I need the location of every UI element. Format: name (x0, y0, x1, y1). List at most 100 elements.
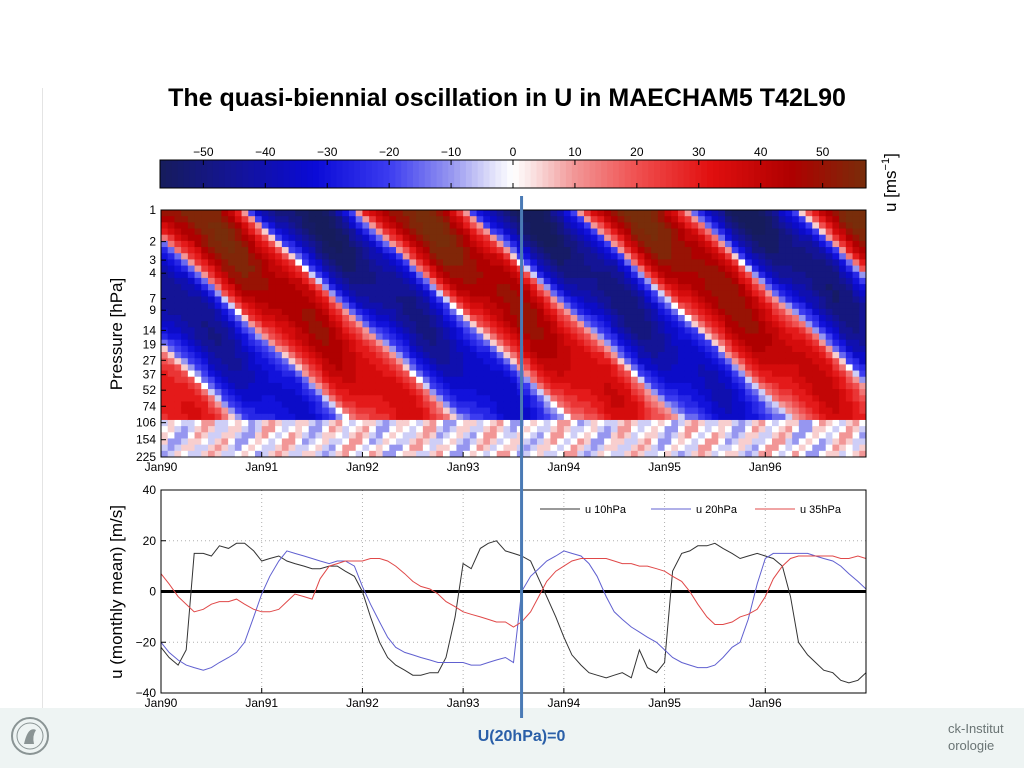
heatmap-cell (698, 370, 706, 378)
heatmap-cell (429, 240, 437, 248)
heatmap-cell (201, 407, 209, 415)
heatmap-cell (208, 345, 216, 353)
heatmap-cell (382, 345, 390, 353)
heatmap-cell (852, 222, 860, 230)
colorbar-cell (371, 160, 379, 188)
heatmap-cell (590, 314, 599, 322)
heatmap-cell (704, 401, 713, 409)
heatmap-cell (617, 216, 625, 223)
heatmap-cell (201, 413, 209, 421)
heatmap-cell (308, 222, 317, 230)
heatmap-cell (416, 247, 424, 254)
heatmap-cell (167, 234, 176, 242)
heatmap-cell (362, 321, 370, 328)
heatmap-cell (778, 216, 787, 223)
heatmap-cell (631, 419, 639, 427)
heatmap-cell (510, 277, 518, 285)
heatmap-cell (382, 253, 390, 260)
heatmap-cell (234, 376, 243, 384)
heatmap-cell (335, 345, 343, 353)
heatmap-cell (187, 247, 196, 254)
heatmap-cell (812, 327, 820, 335)
heatmap-cell (221, 284, 229, 291)
heatmap-cell (409, 413, 417, 421)
heatmap-cell (577, 277, 585, 285)
heatmap-cell (288, 308, 296, 316)
heatmap-cell (483, 419, 491, 427)
heatmap-cell (208, 426, 216, 433)
heatmap-cell (369, 284, 377, 291)
heatmap-cell (201, 271, 209, 279)
heatmap-cell (543, 407, 552, 415)
heatmap-cell (819, 419, 827, 427)
heatmap-cell (584, 407, 592, 415)
heatmap-cell (584, 339, 592, 347)
heatmap-cell (839, 247, 847, 254)
heatmap-cell (396, 333, 404, 341)
heatmap-cell (181, 376, 189, 384)
heatmap-cell (785, 234, 793, 242)
heatmap-cell (275, 407, 283, 415)
heatmap-cell (798, 302, 807, 310)
heatmap-cell (248, 296, 256, 304)
heatmap-cell (718, 265, 726, 273)
heatmap-cell (187, 376, 196, 384)
heatmap-cell (584, 364, 592, 372)
heatmap-cell (785, 228, 793, 236)
heatmap-cell (557, 413, 565, 421)
heatmap-cell (322, 265, 330, 273)
heatmap-cell (631, 450, 639, 457)
heatmap-cell (443, 265, 451, 273)
colorbar-tick-label: 20 (630, 145, 644, 159)
heatmap-cell (335, 333, 343, 341)
heatmap-cell (839, 382, 847, 390)
heatmap-cell (402, 222, 411, 230)
heatmap-cell (402, 444, 411, 452)
heatmap-cell (275, 308, 283, 316)
heatmap-cell (751, 271, 760, 279)
heatmap-cell (187, 345, 196, 353)
line-plot-x-ticks: Jan90 Jan91 Jan92 Jan93 Jan94 Jan95 Jan96 (145, 688, 782, 710)
heatmap-cell (355, 240, 364, 248)
heatmap-cell (228, 345, 236, 353)
heatmap-cell (436, 228, 444, 236)
heatmap-cell (590, 339, 599, 347)
heatmap-cell (402, 382, 411, 390)
heatmap-cell (711, 426, 719, 433)
heatmap-cell (671, 290, 679, 298)
heatmap-cell (241, 216, 249, 223)
heatmap-cell (751, 358, 760, 365)
heatmap-cell (839, 413, 847, 421)
heatmap-cell (651, 253, 659, 260)
heatmap-cell (335, 432, 343, 440)
heatmap-cell (308, 240, 317, 248)
heatmap-cell (416, 302, 424, 310)
heatmap-cell (389, 277, 397, 285)
heatmap-cell (577, 222, 585, 230)
heatmap-cell (657, 407, 666, 415)
heatmap-cell (832, 352, 840, 359)
heatmap-date-ticks: Jan90 Jan91 Jan92 Jan93 Jan94 Jan95 Jan96 (145, 452, 782, 474)
heatmap-cell (604, 395, 612, 403)
heatmap-cell (859, 450, 866, 457)
heatmap-cell (308, 413, 317, 421)
heatmap-cell (631, 314, 639, 322)
heatmap-cell (234, 352, 243, 359)
heatmap-cell (214, 321, 223, 328)
heatmap-cell (281, 240, 290, 248)
heatmap-cell (449, 222, 458, 230)
heatmap-cell (389, 426, 397, 433)
heatmap-cell (174, 339, 182, 347)
heatmap-cell (798, 247, 807, 254)
heatmap-cell (725, 432, 733, 440)
heatmap-cell (590, 345, 599, 353)
heatmap-cell (798, 389, 807, 396)
heatmap-cell (375, 284, 384, 291)
heatmap-cell (174, 382, 182, 390)
heatmap-cell (671, 321, 679, 328)
heatmap-cell (248, 222, 256, 230)
heatmap-cell (161, 450, 169, 457)
heatmap-cell (563, 432, 572, 440)
heatmap-cell (570, 259, 578, 267)
heatmap-cell (637, 426, 646, 433)
